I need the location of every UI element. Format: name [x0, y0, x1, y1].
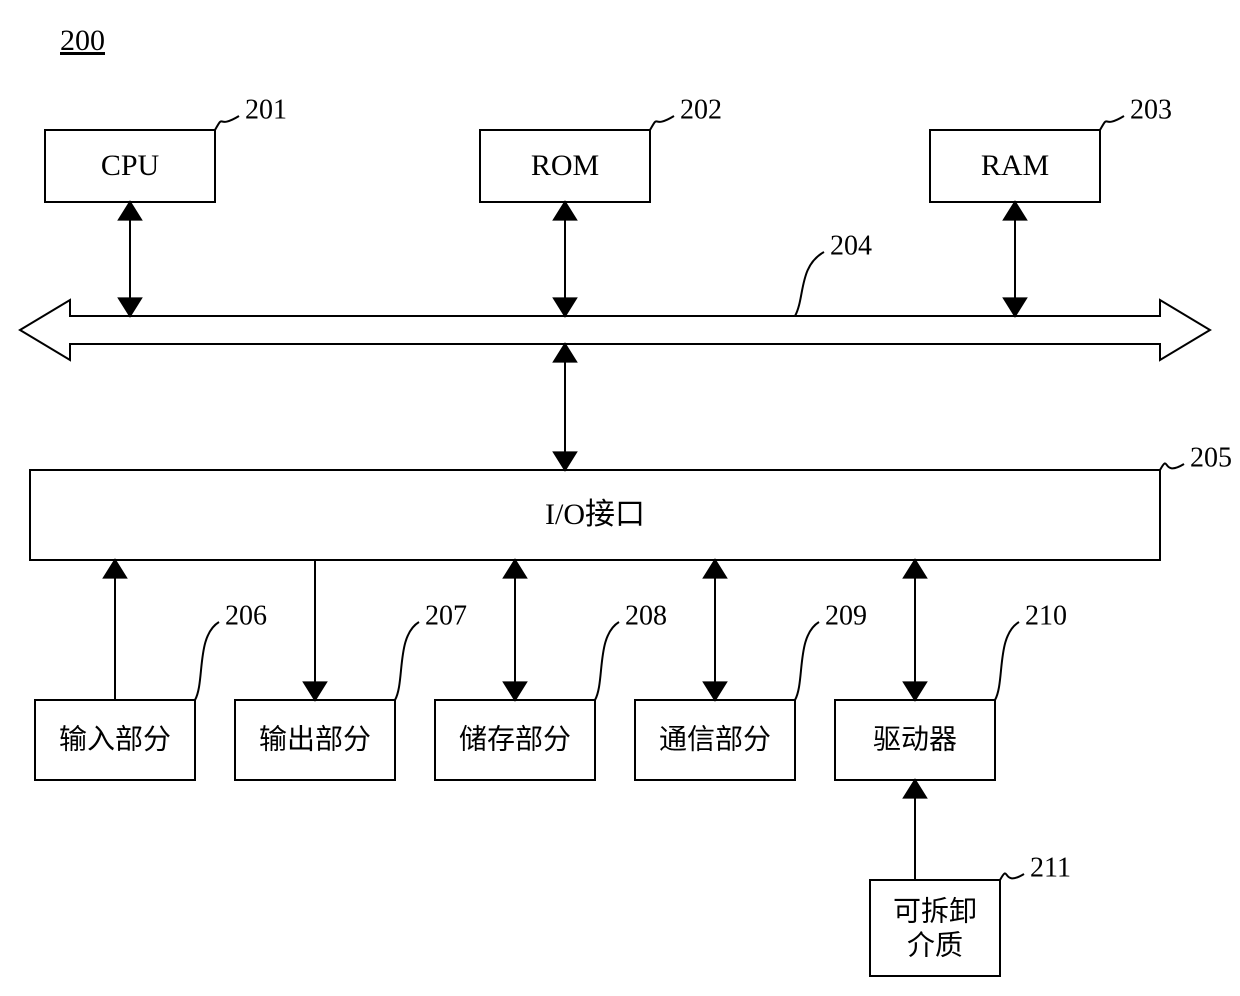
arrow-head [1004, 298, 1026, 316]
num-209: 209 [825, 600, 867, 631]
arrow-head [704, 560, 726, 578]
arrow-head [504, 682, 526, 700]
label-input: 输入部分 [59, 723, 171, 755]
label-cpu: CPU [101, 149, 160, 182]
leader-202 [650, 116, 674, 130]
label-drive: 驱动器 [873, 724, 957, 755]
num-208: 208 [625, 600, 667, 631]
leader-209 [795, 622, 819, 700]
arrow-head [554, 344, 576, 362]
system-bus [20, 300, 1210, 360]
arrow-head [104, 560, 126, 578]
leader-204 [795, 252, 824, 316]
leader-210 [995, 622, 1019, 700]
leader-201 [215, 116, 239, 130]
arrow-head [554, 298, 576, 316]
num-203: 203 [1130, 94, 1172, 125]
label-output: 输出部分 [259, 723, 371, 755]
arrow-head [304, 682, 326, 700]
label-rom: ROM [531, 149, 599, 182]
arrow-head [904, 560, 926, 578]
leader-207 [395, 622, 419, 700]
leader-211 [1000, 873, 1024, 880]
label-comm: 通信部分 [659, 723, 771, 755]
label-ram: RAM [981, 149, 1049, 182]
arrow-head [1004, 202, 1026, 220]
num-210: 210 [1025, 600, 1067, 631]
leader-203 [1100, 116, 1124, 130]
arrow-head [554, 452, 576, 470]
arrow-head [504, 560, 526, 578]
num-211: 211 [1030, 852, 1071, 883]
label-io: I/O接口 [545, 498, 645, 531]
num-202: 202 [680, 94, 722, 125]
label-removable-2: 介质 [907, 929, 963, 961]
leader-208 [595, 622, 619, 700]
box-removable [870, 880, 1000, 976]
diagram-canvas: 200 204 CPU 201 ROM 202 RAM 203 I/O接口 205 输入部分 206 输… [0, 0, 1240, 996]
label-store: 储存部分 [459, 723, 571, 755]
arrow-head [904, 682, 926, 700]
num-207: 207 [425, 600, 467, 631]
arrow-head [119, 202, 141, 220]
arrow-head [904, 780, 926, 798]
num-206: 206 [225, 600, 267, 631]
arrow-head [554, 202, 576, 220]
num-201: 201 [245, 94, 287, 125]
arrow-head [704, 682, 726, 700]
figure-number: 200 [60, 24, 105, 57]
leader-206 [195, 622, 219, 700]
arrow-head [119, 298, 141, 316]
num-204: 204 [830, 230, 872, 261]
label-removable-1: 可拆卸 [893, 895, 977, 927]
num-205: 205 [1190, 442, 1232, 473]
leader-205 [1160, 463, 1184, 470]
